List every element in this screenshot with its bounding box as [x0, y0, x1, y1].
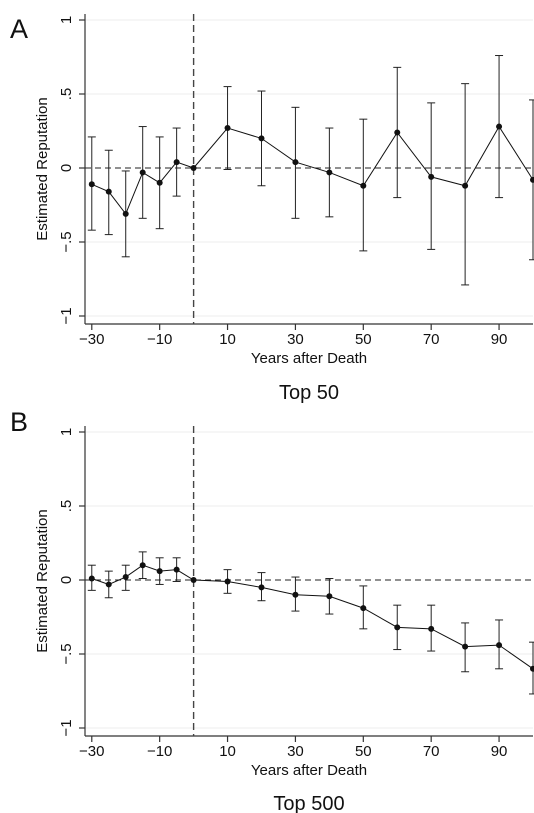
- data-point: [496, 123, 503, 130]
- panel-caption: Top 500: [273, 793, 344, 813]
- x-tick-label: 90: [491, 331, 508, 348]
- x-tick-label: 50: [355, 743, 372, 760]
- x-tick-label: −30: [79, 743, 104, 760]
- y-tick-label: .5: [58, 500, 75, 513]
- data-point: [173, 159, 180, 166]
- x-tick-label: −10: [147, 743, 172, 760]
- data-point: [224, 578, 231, 585]
- y-tick-label: 0: [58, 164, 75, 172]
- x-tick-label: 70: [423, 331, 440, 348]
- data-point: [394, 129, 401, 136]
- data-point: [224, 125, 231, 132]
- data-point: [88, 575, 95, 582]
- x-tick-label: 50: [355, 331, 372, 348]
- data-point: [88, 181, 95, 188]
- data-point: [190, 577, 197, 583]
- data-point: [394, 624, 401, 631]
- series-line: [91, 125, 534, 215]
- data-point: [360, 182, 367, 189]
- data-point: [530, 665, 534, 672]
- data-point: [326, 593, 333, 600]
- y-tick-label: 0: [58, 576, 75, 584]
- data-point: [258, 135, 265, 142]
- y-tick-label: −.5: [58, 643, 75, 664]
- y-tick-label: .5: [58, 88, 75, 101]
- x-axis-title: Years after Death: [251, 762, 367, 779]
- series-line: [91, 564, 534, 670]
- data-point: [496, 642, 503, 649]
- panel-b: −1 −.5 0 .5 1 −30 −10 10 30 50 70 90 B Estimated Repu…: [10, 407, 534, 813]
- panel-a: −1 −.5 0 .5 1 −30 −10 10 30 50 70 90 A Estimated Repu…: [10, 14, 534, 404]
- data-point: [139, 169, 146, 176]
- panel-letter: B: [10, 407, 28, 437]
- x-axis-title: Years after Death: [251, 350, 367, 367]
- y-axis-title: Estimated Reputation: [34, 97, 51, 240]
- data-point: [292, 159, 299, 166]
- x-tick-label: 30: [287, 331, 304, 348]
- panel-caption: Top 50: [279, 382, 339, 404]
- data-point: [139, 562, 146, 569]
- data-point: [173, 566, 180, 573]
- data-point: [105, 581, 112, 588]
- data-point: [292, 591, 299, 598]
- y-axis-title: Estimated Reputation: [34, 509, 51, 652]
- x-tick-label: 90: [491, 743, 508, 760]
- data-point: [428, 625, 435, 632]
- data-point: [105, 188, 112, 195]
- y-tick-label: 1: [58, 428, 75, 436]
- x-tick-label: 10: [219, 743, 236, 760]
- data-point: [360, 605, 367, 612]
- data-point: [462, 182, 469, 189]
- x-tick-label: −30: [79, 331, 104, 348]
- data-point: [122, 210, 129, 217]
- x-tick-label: −10: [147, 331, 172, 348]
- y-tick-label: −1: [58, 307, 75, 324]
- data-point: [326, 169, 333, 176]
- y-tick-label: −.5: [58, 231, 75, 252]
- panel-letter: A: [10, 14, 28, 44]
- data-point: [190, 165, 197, 171]
- data-point: [530, 176, 534, 183]
- y-tick-label: 1: [58, 16, 75, 24]
- data-point: [462, 643, 469, 650]
- data-point: [258, 584, 265, 591]
- data-point: [122, 574, 129, 581]
- data-point: [156, 568, 163, 575]
- x-tick-label: 30: [287, 743, 304, 760]
- y-tick-label: −1: [58, 719, 75, 736]
- data-point: [156, 179, 163, 186]
- x-tick-label: 10: [219, 331, 236, 348]
- x-tick-label: 70: [423, 743, 440, 760]
- data-point: [428, 173, 435, 180]
